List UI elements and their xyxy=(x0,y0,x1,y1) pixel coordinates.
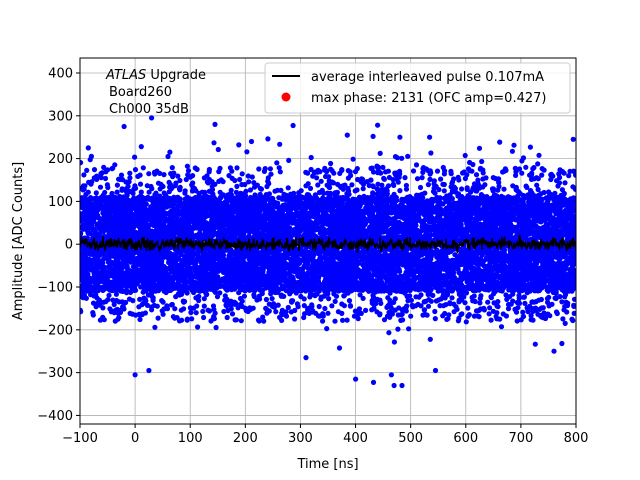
scatter-point xyxy=(537,268,544,274)
data-area xyxy=(80,115,576,389)
scatter-point xyxy=(299,267,305,273)
scatter-point xyxy=(80,231,83,237)
scatter-point xyxy=(259,263,265,269)
scatter-point xyxy=(128,208,134,214)
scatter-point xyxy=(106,264,112,270)
scatter-point xyxy=(305,271,311,277)
scatter-point xyxy=(282,202,289,208)
scatter-point xyxy=(413,222,419,228)
